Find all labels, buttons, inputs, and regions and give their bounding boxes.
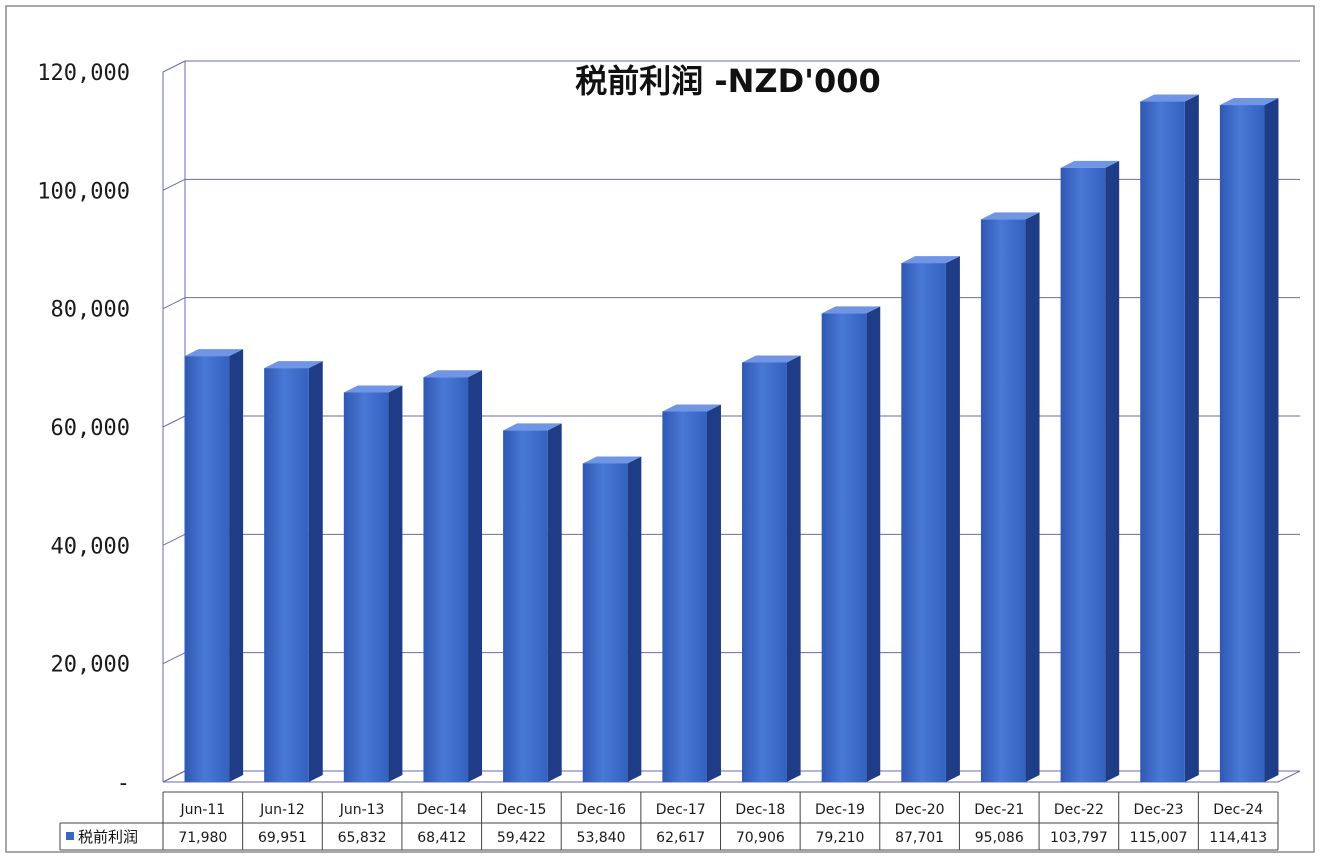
gridline-connector [162, 533, 186, 546]
gridline-connector [162, 60, 186, 73]
chart-border [5, 5, 1315, 853]
x-tick-label: Jun-11 [179, 802, 225, 818]
bar-side [388, 385, 403, 782]
bar-top [742, 355, 801, 363]
chart-title: 税前利润 -NZD'000 [575, 62, 881, 100]
bar [742, 362, 787, 782]
bar [821, 313, 867, 782]
bar-top [343, 385, 403, 393]
gridline-connector [162, 415, 186, 428]
bar-side [547, 423, 562, 782]
data-table: Jun-11 71,980 Jun-12 69,951 Jun-13 65,832 Dec-… [59, 791, 1279, 851]
x-tick-label: Dec-15 [496, 802, 546, 818]
bar-top [184, 349, 244, 357]
y-tick-label: 100,000 [37, 179, 130, 204]
x-tick-label: Dec-24 [1213, 802, 1263, 818]
bar-side [786, 355, 801, 782]
data-label: 59,422 [497, 830, 546, 846]
bar-side [308, 361, 323, 782]
data-label: 103,797 [1050, 830, 1108, 846]
bar [1140, 101, 1185, 782]
bar-top [423, 370, 483, 378]
bar-side [1184, 94, 1199, 782]
data-label: 115,007 [1130, 830, 1188, 846]
bar [662, 411, 707, 782]
bars-layer [184, 94, 1279, 783]
gridline-connector [162, 652, 186, 665]
gridline-connector [162, 178, 186, 191]
data-label: 87,701 [895, 830, 944, 846]
x-tick-label: Dec-17 [656, 802, 706, 818]
data-label: 95,086 [975, 830, 1024, 846]
bar-top [264, 361, 323, 369]
x-tick-label: Jun-12 [259, 802, 305, 818]
x-tick-label: Dec-22 [1054, 802, 1104, 818]
bar-top [662, 404, 721, 412]
data-label: 62,617 [656, 830, 705, 846]
bar-top [582, 456, 642, 464]
x-tick-label: Dec-14 [417, 802, 467, 818]
x-tick-label: Dec-16 [576, 802, 626, 818]
y-tick-label: 20,000 [51, 653, 130, 678]
bar [1060, 167, 1106, 783]
data-label: 69,951 [258, 830, 307, 846]
grid-layer [162, 60, 1300, 783]
x-tick-label: Dec-21 [974, 802, 1024, 818]
bar-side [706, 404, 721, 782]
bar-side [1264, 98, 1279, 783]
data-label: 65,832 [338, 830, 387, 846]
gridline-connector [162, 297, 186, 310]
data-label: 70,906 [736, 830, 785, 846]
data-label: 114,413 [1209, 830, 1267, 846]
data-label: 71,980 [178, 830, 227, 846]
legend-label: 税前利润 [78, 828, 138, 846]
bar [1219, 105, 1265, 783]
x-tick-label: Dec-18 [735, 802, 785, 818]
bar-side [1105, 160, 1120, 783]
y-tick-label: 40,000 [51, 534, 130, 559]
bar-top [1060, 160, 1120, 168]
bar [184, 356, 230, 782]
y-tick-label: - [117, 771, 130, 796]
legend-swatch [66, 832, 74, 840]
bar [582, 463, 628, 782]
x-tick-label: Dec-20 [895, 802, 945, 818]
bar-top [1140, 94, 1199, 102]
y-tick-label: 120,000 [37, 61, 130, 86]
bar-side [627, 456, 642, 782]
y-tick-label: 80,000 [51, 298, 130, 323]
x-tick-label: Dec-23 [1134, 802, 1184, 818]
bar-side [866, 306, 881, 782]
data-label: 79,210 [815, 830, 864, 846]
data-label: 53,840 [577, 830, 626, 846]
bar [980, 219, 1026, 782]
bar-top [1219, 98, 1279, 106]
bar-side [945, 256, 960, 782]
floor [162, 770, 1301, 783]
bar [503, 430, 548, 782]
bar [264, 368, 309, 782]
data-label: 68,412 [417, 830, 466, 846]
bar [423, 377, 469, 782]
bar-side [1025, 212, 1040, 782]
bar-top [503, 423, 562, 431]
bar [901, 263, 946, 782]
bar-top [901, 256, 960, 264]
bar-side [468, 370, 483, 782]
bar-top [980, 212, 1040, 220]
bar [343, 392, 389, 782]
bar-top [821, 306, 881, 314]
y-tick-label: 60,000 [51, 416, 130, 441]
x-tick-label: Jun-13 [339, 802, 385, 818]
bar-side [229, 349, 244, 782]
x-tick-label: Dec-19 [815, 802, 865, 818]
